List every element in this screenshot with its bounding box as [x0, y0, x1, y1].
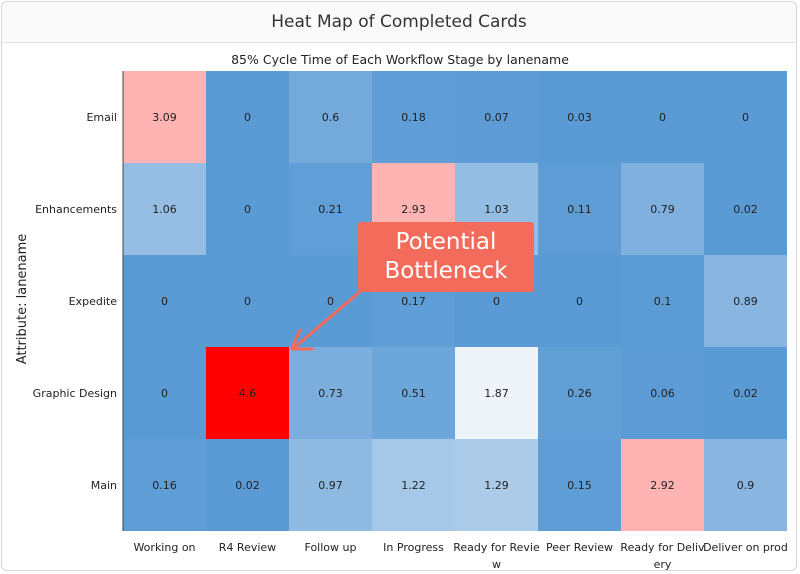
- heatmap-cell-label: 0: [493, 295, 500, 308]
- heatmap-cell-label: 1.22: [401, 479, 426, 492]
- heatmap-cell-label: 0.1: [654, 295, 672, 308]
- heatmap-cell-label: 0.02: [733, 203, 758, 216]
- heatmap-cell-label: 1.87: [484, 387, 509, 400]
- y-axis-title: Attribute: lanename: [15, 234, 30, 365]
- heatmap-cell: [621, 439, 704, 531]
- heatmap-cell-label: 0.21: [318, 203, 343, 216]
- heatmap-cell-label: 0.03: [567, 111, 592, 124]
- heatmap-cell: [621, 347, 704, 439]
- x-tick-label: Ready for Deliv ery: [620, 541, 705, 571]
- heatmap-cell: [123, 163, 206, 255]
- heatmap-cell-label: 0.07: [484, 111, 509, 124]
- heatmap-cell-label: 0.9: [737, 479, 755, 492]
- heatmap-cell: [538, 71, 621, 163]
- heatmap-cell-label: 0.06: [650, 387, 675, 400]
- chart-title: 85% Cycle Time of Each Workflow Stage by…: [231, 52, 569, 67]
- x-tick-label: Peer Review: [546, 541, 613, 554]
- heatmap-cell-label: 0.02: [235, 479, 260, 492]
- heatmap-cell-label: 0.26: [567, 387, 592, 400]
- y-tick-label: Enhancements: [35, 203, 117, 216]
- heatmap-cell: [538, 163, 621, 255]
- heatmap-cell: [455, 347, 538, 439]
- heatmap-cell: [206, 163, 289, 255]
- heatmap-cell-label: 0.73: [318, 387, 343, 400]
- heatmap-cell: [206, 347, 289, 439]
- heatmap-cell: [289, 71, 372, 163]
- x-tick-label: In Progress: [383, 541, 444, 554]
- x-tick-label: Ready for Revie w: [453, 541, 540, 571]
- heatmap-cell-label: 1.03: [484, 203, 509, 216]
- heatmap-cell-label: 0.16: [152, 479, 177, 492]
- heatmap-cell: [455, 439, 538, 531]
- callout-line-1: Potential: [395, 229, 497, 255]
- heatmap-cell-label: 1.29: [484, 479, 509, 492]
- heatmap-cell-label: 0: [244, 295, 251, 308]
- heatmap-cell-label: 0: [161, 387, 168, 400]
- heatmap-cell-label: 0.15: [567, 479, 592, 492]
- heatmap-cell-label: 0: [576, 295, 583, 308]
- heatmap-cell: [206, 71, 289, 163]
- x-axis-tick-labels: Working on R4 Review Follow up In Progress R…: [133, 541, 787, 571]
- heatmap-cell: [538, 347, 621, 439]
- bottleneck-callout: Potential Bottleneck: [358, 222, 534, 292]
- heatmap-cell-label: 0.51: [401, 387, 426, 400]
- heatmap-cell: [455, 71, 538, 163]
- heatmap-cell: [372, 439, 455, 531]
- heatmap-cell: [206, 255, 289, 347]
- heatmap-cell-label: 0.02: [733, 387, 758, 400]
- heatmap-cell: [538, 439, 621, 531]
- heatmap-cell-label: 0.6: [322, 111, 340, 124]
- heatmap-cell: [704, 163, 787, 255]
- x-tick-label: Follow up: [305, 541, 357, 554]
- heatmap-cell: [289, 439, 372, 531]
- heatmap-cell-label: 2.93: [401, 203, 426, 216]
- heatmap-cell: [704, 347, 787, 439]
- heatmap-cell-label: 0: [327, 295, 334, 308]
- heatmap-cell-label: 3.09: [152, 111, 177, 124]
- heatmap-cell: [372, 347, 455, 439]
- heatmap-cell-label: 2.92: [650, 479, 675, 492]
- heatmap-cell-label: 0: [742, 111, 749, 124]
- heatmap-cell-labels: 3.09 0 0.6 0.18 0.07 0.03 0 0 1.06 0 0.21 2.93 1.03 0…: [152, 111, 758, 492]
- callout-line-2: Bottleneck: [384, 258, 508, 284]
- heatmap-cell: [123, 439, 206, 531]
- heatmap-cell: [123, 255, 206, 347]
- heatmap-cell: [704, 439, 787, 531]
- heatmap-cell: [704, 71, 787, 163]
- x-tick-label: Working on: [133, 541, 195, 554]
- heatmap-cell-label: 0: [161, 295, 168, 308]
- heatmap-cell: [123, 71, 206, 163]
- x-tick-label: R4 Review: [219, 541, 276, 554]
- heatmap-cell: [123, 347, 206, 439]
- heatmap-cells: [122, 71, 787, 531]
- heatmap-cell: [289, 347, 372, 439]
- heatmap-cell-label: 0.97: [318, 479, 343, 492]
- callout-arrow: [290, 288, 364, 351]
- heatmap-cell: [538, 255, 621, 347]
- heatmap-cell-label: 0.79: [650, 203, 675, 216]
- heatmap-cell: [621, 71, 704, 163]
- heatmap-cell-label: 0: [244, 203, 251, 216]
- x-tick-label: Deliver on prod: [703, 541, 788, 554]
- heatmap-cell: [372, 71, 455, 163]
- heatmap-cell: [704, 255, 787, 347]
- panel-title: Heat Map of Completed Cards: [2, 2, 796, 43]
- heatmap-cell-label: 4.6: [239, 387, 257, 400]
- heatmap-cell: [621, 163, 704, 255]
- y-tick-label: Graphic Design: [33, 387, 117, 400]
- y-axis-tick-labels: Email Enhancements Expedite Graphic Design M…: [33, 111, 118, 492]
- heatmap-cell-label: 0: [659, 111, 666, 124]
- heatmap-cell-label: 0.11: [567, 203, 592, 216]
- heatmap-cell: [206, 439, 289, 531]
- heatmap-cell-label: 0.17: [401, 295, 426, 308]
- heatmap-cell-label: 0.18: [401, 111, 426, 124]
- heatmap-cell-label: 0: [244, 111, 251, 124]
- heatmap-cell: [621, 255, 704, 347]
- y-tick-label: Email: [86, 111, 117, 124]
- y-tick-label: Expedite: [69, 295, 118, 308]
- heatmap-cell-label: 0.89: [733, 295, 758, 308]
- heatmap-cell-label: 1.06: [152, 203, 177, 216]
- y-tick-label: Main: [91, 479, 117, 492]
